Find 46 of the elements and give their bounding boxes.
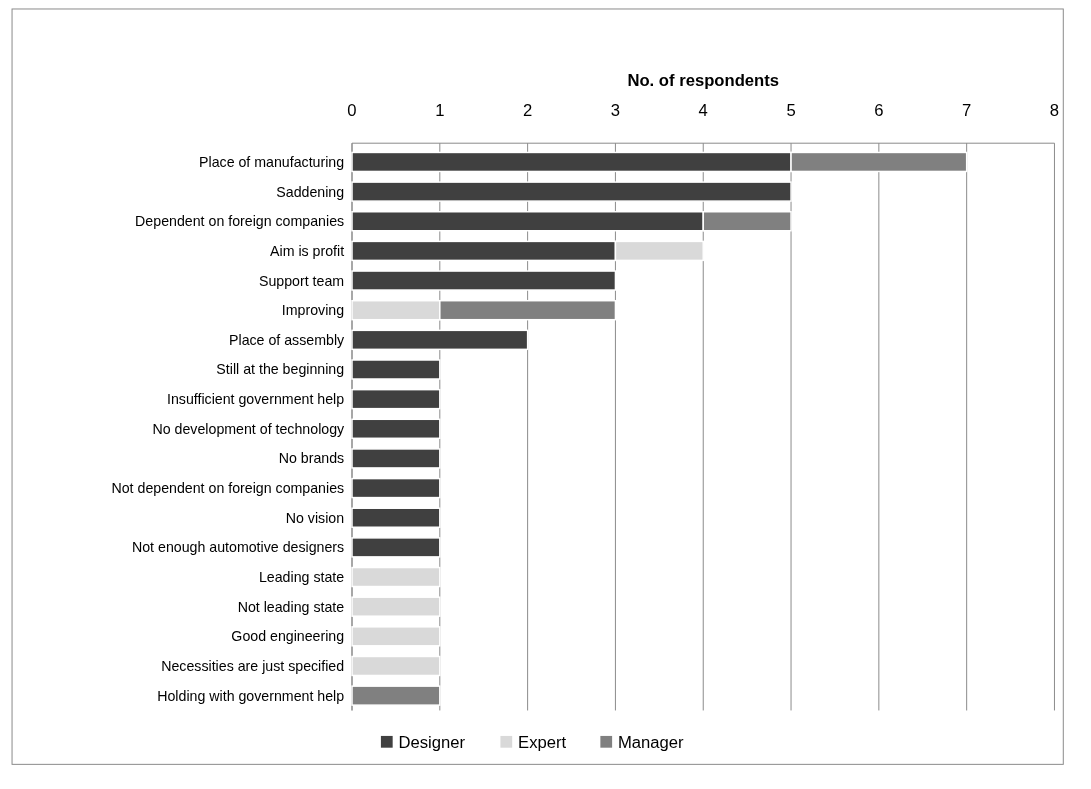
y-tick-label: Not enough automotive designers — [132, 539, 345, 556]
y-tick-label: No brands — [278, 450, 345, 467]
y-tick-label: Aim is profit — [270, 242, 345, 259]
bar — [351, 477, 441, 499]
y-tick-label: Saddening — [276, 183, 345, 200]
bar — [351, 181, 792, 202]
x-tick-label: 4 — [698, 100, 708, 120]
x-tick-label: 2 — [522, 100, 533, 120]
y-tick-label: No development of technology — [152, 420, 346, 437]
y-tick-label: Dependent on foreign companies — [135, 213, 345, 230]
y-tick-label: Support team — [258, 272, 345, 289]
y-tick-label: Not leading state — [237, 598, 345, 615]
x-tick-label: 8 — [1049, 100, 1060, 120]
y-tick-label: No vision — [285, 509, 345, 526]
y-tick-label: Place of assembly — [229, 331, 346, 348]
bar — [351, 448, 441, 469]
x-tick-label: 7 — [962, 100, 972, 120]
bar — [351, 537, 441, 558]
x-tick-label: 1 — [435, 100, 445, 120]
y-tick-label: Still at the beginning — [216, 361, 345, 378]
bar — [351, 270, 617, 291]
x-axis-title: No. of respondents — [627, 71, 780, 91]
bar — [351, 596, 441, 617]
x-tick-label: 0 — [347, 100, 357, 120]
y-tick-label: Improving — [281, 302, 345, 319]
bar — [351, 359, 441, 380]
bar — [351, 329, 529, 351]
y-tick-label: Insufficient government help — [166, 391, 345, 408]
x-tick-label: 5 — [786, 100, 796, 120]
legend-label: Designer — [398, 732, 466, 752]
legend-label: Manager — [618, 732, 685, 752]
bar — [351, 566, 441, 588]
bar — [351, 626, 441, 647]
x-tick-label: 3 — [610, 100, 621, 120]
y-tick-label: Leading state — [258, 569, 345, 586]
x-tick-label: 6 — [874, 100, 884, 120]
y-tick-label: Holding with government help — [157, 687, 345, 704]
legend-label: Expert — [518, 732, 567, 752]
bar — [351, 655, 441, 677]
y-tick-label: Place of manufacturing — [199, 153, 345, 170]
bar — [351, 507, 441, 528]
y-tick-label: Not dependent on foreign companies — [111, 480, 345, 497]
y-tick-label: Necessities are just specified — [161, 657, 345, 674]
bar — [351, 388, 441, 410]
y-tick-label: Good engineering — [231, 628, 345, 645]
bar — [351, 418, 441, 440]
